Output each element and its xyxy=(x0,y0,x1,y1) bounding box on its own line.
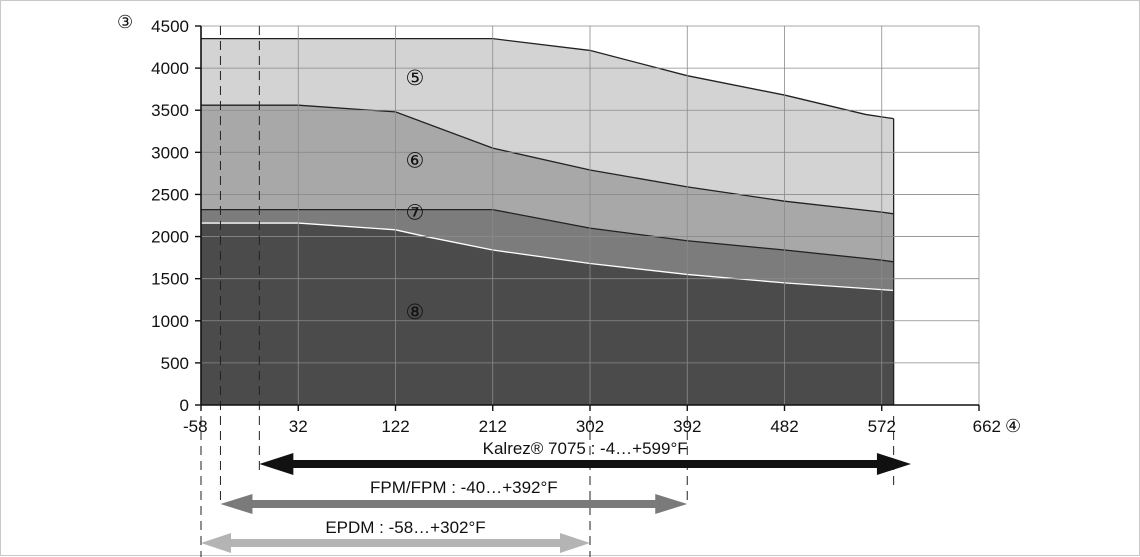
x-tick-label: 482 xyxy=(770,417,798,436)
range-arrow-head-right xyxy=(560,533,590,553)
x-tick-label: -58 xyxy=(183,417,208,436)
range-arrow-head-right xyxy=(655,494,688,514)
x-tick-label: 302 xyxy=(576,417,604,436)
y-tick-label: 0 xyxy=(180,396,189,415)
x-tick-label: 392 xyxy=(673,417,701,436)
x-axis-marker: ④ xyxy=(1005,416,1021,437)
y-tick-label: 4000 xyxy=(151,59,189,78)
y-tick-label: 3500 xyxy=(151,101,189,120)
y-tick-label: 2500 xyxy=(151,185,189,204)
y-tick-label: 2000 xyxy=(151,228,189,247)
range-arrow-2 xyxy=(201,533,590,553)
range-arrow-head-left xyxy=(201,533,231,553)
range-arrow-1 xyxy=(220,494,688,514)
y-tick-label: 1000 xyxy=(151,312,189,331)
range-label-1: FPM/FPM : -40…+392°F xyxy=(370,478,558,497)
range-label-2: EPDM : -58…+302°F xyxy=(325,518,485,537)
x-tick-label: 572 xyxy=(868,417,896,436)
region-label-6: ⑥ xyxy=(406,148,425,172)
x-tick-label: 662 xyxy=(973,417,1001,436)
range-arrow-head-right xyxy=(876,453,911,475)
x-tick-label: 122 xyxy=(381,417,409,436)
y-tick-label: 4500 xyxy=(151,17,189,36)
range-arrow-head-left xyxy=(220,494,253,514)
region-8-fill xyxy=(201,223,894,405)
region-label-5: ⑤ xyxy=(406,66,425,90)
region-label-7: ⑦ xyxy=(406,201,425,225)
x-tick-label: 32 xyxy=(289,417,308,436)
y-tick-label: 1500 xyxy=(151,270,189,289)
x-tick-label: 212 xyxy=(479,417,507,436)
y-tick-label: 3000 xyxy=(151,143,189,162)
range-arrow-0 xyxy=(259,453,911,475)
y-tick-label: 500 xyxy=(161,354,189,373)
y-axis-marker: ③ xyxy=(117,12,133,33)
region-label-8: ⑧ xyxy=(406,300,425,324)
range-arrow-head-left xyxy=(259,453,294,475)
range-label-0: Kalrez® 7075 : -4…+599°F xyxy=(483,439,688,458)
region-8-boundary xyxy=(201,222,894,292)
